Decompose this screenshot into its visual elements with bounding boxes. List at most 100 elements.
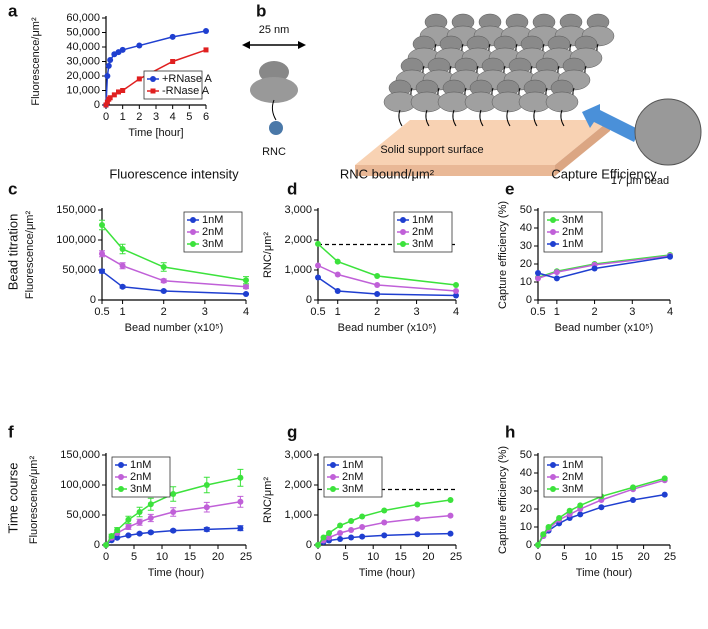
marker [147,529,154,536]
marker [326,534,333,541]
marker [116,89,121,95]
diagram: b 25 nm RNC Solid support surface 17 μm … [242,1,702,187]
marker [381,507,388,514]
marker [104,99,110,105]
y-tick-label: 0 [526,539,532,551]
panel-label: e [505,179,514,198]
rnc-label: RNC [262,146,286,158]
legend-marker [118,462,124,468]
x-tick-label: 25 [240,551,252,563]
x-tick-label: 2 [161,306,167,318]
marker [147,501,154,508]
series-line [101,270,247,295]
y-tick-label: 40 [520,467,532,479]
marker [453,288,459,294]
marker [414,531,421,538]
y-tick-label: 50 [520,449,532,461]
y-tick-label: 30,000 [66,55,100,67]
marker [136,530,143,537]
x-tick-label: 4 [243,306,249,318]
x-tick-label: 15 [184,551,196,563]
x-tick-label: 5 [343,551,349,563]
legend-marker [190,217,196,223]
x-axis-label: Bead number (x10⁵) [125,322,224,334]
marker [243,277,249,284]
y-tick-label: 0 [90,294,96,306]
marker [630,497,637,503]
legend-label: 1nM [412,214,433,226]
legend-label: 2nM [202,226,223,238]
x-tick-label: 1 [120,111,126,123]
marker [337,530,344,536]
marker [114,534,121,541]
series-line [537,254,671,279]
y-tick-label: 20 [520,503,532,515]
scale-label: 25 nm [259,24,290,36]
legend-marker [550,241,556,247]
legend-marker [190,229,196,235]
x-tick-label: 0.5 [94,306,109,318]
marker [553,275,560,282]
marker [119,46,126,53]
nascent-chain [533,109,538,127]
marker [136,509,143,515]
x-tick-label: 15 [395,551,407,563]
nascent-chain [425,109,430,127]
x-tick-label: 10 [367,551,379,563]
marker [160,288,167,294]
marker [348,518,355,524]
marker [160,264,167,270]
x-tick-label: 0.5 [530,306,545,318]
marker [99,268,105,275]
y-tick-label: 50,000 [62,264,96,276]
legend-marker [150,88,156,94]
marker [243,291,249,297]
legend-label: 1nM [202,214,223,226]
marker [545,524,552,530]
marker [577,511,584,518]
legend-label: 3nM [412,238,433,250]
y-tick-label: 0 [526,294,532,306]
marker [119,283,126,290]
row-label: Time course [5,462,20,533]
nascent-chain [271,99,277,121]
marker [591,265,598,272]
marker [104,73,111,79]
marker [108,533,115,539]
legend-label: 1nM [130,459,151,471]
x-tick-label: 10 [585,551,597,563]
chart-title: RNC bound/μm² [340,166,435,181]
x-tick-label: 6 [203,111,209,123]
ribosome-array [383,13,615,127]
marker [119,262,126,269]
legend-label: 2nM [412,226,433,238]
y-tick-label: 50 [520,204,532,216]
legend-label: 2nM [130,471,151,483]
y-tick-label: 30 [520,485,532,497]
x-tick-label: 10 [156,551,168,563]
y-tick-label: 50,000 [66,26,100,38]
marker [125,516,132,523]
marker [661,475,668,482]
legend-marker [550,486,556,492]
marker [120,88,126,93]
marker [99,222,105,228]
x-tick-label: 0 [535,551,541,563]
marker [315,542,321,548]
y-tick-label: 50,000 [66,509,100,521]
x-tick-label: 4 [170,111,176,123]
arrow-head [242,41,250,49]
marker [107,95,113,101]
marker [414,515,421,522]
y-tick-label: 1,000 [284,509,312,521]
y-tick-label: 3,000 [284,204,312,216]
marker [203,47,209,53]
nascent-chain [479,109,484,127]
chart-title: Fluorescence intensity [109,166,239,181]
x-tick-label: 15 [611,551,623,563]
bead-label: 17 μm bead [611,175,669,187]
x-tick-label: 20 [637,551,649,563]
ribosome [250,77,298,103]
legend-marker [550,474,556,480]
x-tick-label: 0 [315,551,321,563]
